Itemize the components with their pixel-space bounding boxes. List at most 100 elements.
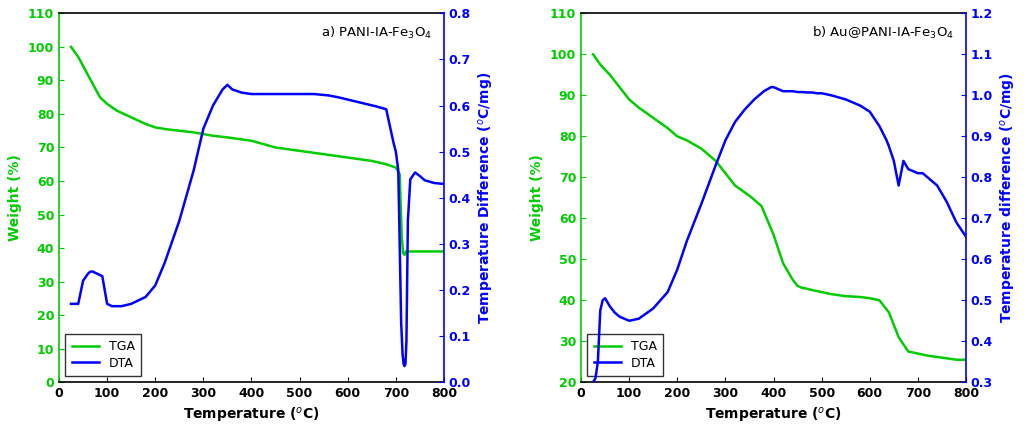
TGA [397,251,409,256]
DTA [159,260,171,265]
DTA [396,352,408,357]
DTA [739,107,751,112]
TGA [125,115,137,120]
TGA [173,128,186,133]
TGA [342,155,354,160]
TGA [710,158,722,164]
Y-axis label: Temperature difference ($^{o}$C/mg): Temperature difference ($^{o}$C/mg) [998,72,1018,323]
Y-axis label: Weight (%): Weight (%) [530,154,545,241]
Line: TGA: TGA [71,47,444,255]
DTA [398,364,410,369]
TGA [245,138,258,143]
TGA [801,286,814,291]
TGA [614,84,626,90]
DTA [342,97,354,102]
DTA [623,318,635,323]
DTA [380,107,392,112]
DTA [587,380,599,385]
TGA [719,171,732,176]
TGA [400,249,412,254]
TGA [398,252,410,257]
Line: TGA: TGA [593,54,966,360]
DTA [601,300,614,305]
TGA [893,335,905,340]
TGA [882,310,895,315]
TGA [662,126,674,131]
TGA [921,353,934,358]
TGA [270,145,282,150]
TGA [805,288,818,293]
DTA [960,234,973,239]
TGA [72,54,84,59]
TGA [111,108,123,113]
DTA [438,181,450,187]
TGA [671,134,683,139]
TGA [633,105,645,110]
Text: b) Au@PANI-IA-Fe$_3$O$_4$: b) Au@PANI-IA-Fe$_3$O$_4$ [813,24,954,41]
Line: DTA: DTA [593,87,966,382]
TGA [623,97,635,102]
DTA [916,171,929,176]
TGA [787,277,799,282]
TGA [419,249,431,254]
TGA [696,146,708,151]
TGA [743,193,755,198]
TGA [394,172,406,177]
TGA [413,249,426,254]
DTA [351,99,363,104]
TGA [902,349,914,354]
DTA [765,84,778,90]
TGA [365,158,378,164]
TGA [79,68,91,73]
DTA [65,301,77,307]
TGA [960,357,973,362]
TGA [950,357,962,362]
TGA [402,249,415,254]
Line: DTA: DTA [71,85,444,366]
TGA [395,232,407,237]
TGA [864,296,876,301]
TGA [936,355,948,360]
TGA [222,135,234,140]
TGA [390,165,402,170]
TGA [93,94,106,100]
X-axis label: Temperature ($^{o}$C): Temperature ($^{o}$C) [184,406,320,425]
TGA [777,261,789,266]
TGA [293,148,306,153]
TGA [86,81,98,86]
Y-axis label: Temperature Difference ($^{o}$C/mg): Temperature Difference ($^{o}$C/mg) [477,71,496,324]
TGA [317,152,329,157]
TGA [438,249,450,254]
TGA [159,126,171,132]
Legend: TGA, DTA: TGA, DTA [587,334,663,376]
DTA [662,290,674,295]
Y-axis label: Weight (%): Weight (%) [8,154,23,241]
DTA [222,82,234,87]
TGA [873,297,885,303]
TGA [912,351,924,356]
TGA [816,290,828,295]
TGA [428,249,440,254]
TGA [603,72,616,78]
TGA [854,294,866,300]
TGA [140,121,152,126]
TGA [207,133,220,139]
TGA [680,138,693,143]
TGA [796,285,808,291]
TGA [767,232,780,237]
DTA [370,104,383,109]
TGA [755,204,767,209]
TGA [197,132,209,137]
TGA [149,125,161,130]
TGA [380,162,392,167]
TGA [791,283,803,288]
TGA [101,101,113,107]
TGA [839,294,852,299]
X-axis label: Temperature ($^{o}$C): Temperature ($^{o}$C) [705,406,841,425]
TGA [404,249,417,254]
TGA [647,115,660,120]
TGA [728,183,741,188]
TGA [594,62,606,67]
Text: a) PANI-IA-Fe$_3$O$_4$: a) PANI-IA-Fe$_3$O$_4$ [321,24,432,41]
Legend: TGA, DTA: TGA, DTA [66,334,142,376]
